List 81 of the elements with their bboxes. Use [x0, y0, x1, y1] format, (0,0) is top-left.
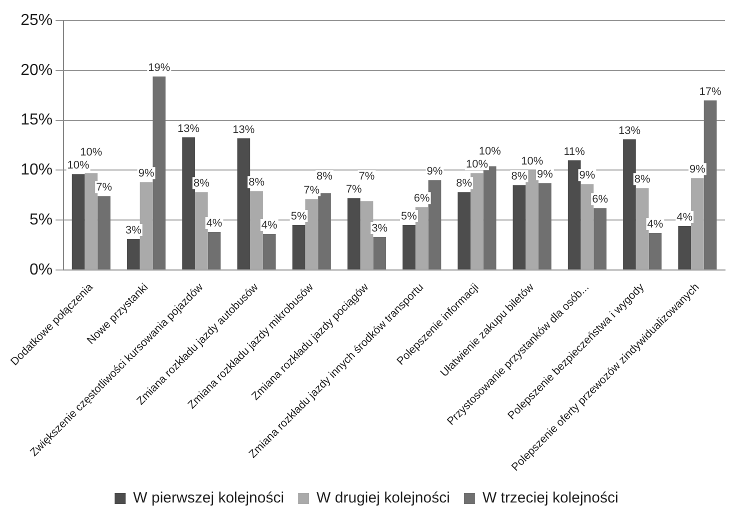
y-tick-label: 5%	[30, 211, 53, 228]
data-label: 8%	[248, 176, 265, 189]
data-label: 4%	[647, 218, 664, 231]
data-label: 13%	[178, 122, 200, 135]
data-label: 8%	[193, 178, 210, 190]
bar	[636, 188, 649, 270]
bar	[402, 225, 416, 270]
bar	[72, 174, 85, 270]
bar	[538, 183, 552, 270]
data-label: 4%	[676, 212, 693, 224]
bar	[526, 170, 539, 270]
data-label: 5%	[290, 210, 307, 223]
data-label: 10%	[67, 160, 90, 172]
y-tick-label: 25%	[20, 12, 53, 30]
bar	[292, 225, 306, 270]
bar	[347, 198, 360, 270]
y-tick-label: 15%	[20, 112, 53, 129]
data-label: 7%	[346, 184, 362, 196]
bar	[98, 196, 110, 270]
y-tick-label: 0%	[30, 261, 53, 278]
bar	[250, 191, 263, 270]
data-label: 9%	[537, 168, 554, 181]
bar	[470, 173, 484, 270]
bar	[691, 178, 704, 270]
bar	[428, 180, 442, 270]
data-label: 10%	[466, 158, 488, 171]
bar	[237, 138, 250, 270]
bar	[262, 234, 276, 270]
data-label: 10%	[478, 146, 502, 158]
bar	[483, 166, 496, 270]
data-label: 17%	[699, 86, 722, 98]
data-label: 7%	[96, 182, 112, 194]
data-label: 7%	[358, 170, 375, 183]
legend-label: W trzeciej kolejności	[482, 490, 618, 507]
bar	[208, 232, 221, 270]
bar	[704, 100, 717, 270]
data-label: 3%	[372, 222, 388, 235]
bar	[305, 199, 318, 270]
legend-label: W drugiej kolejności	[316, 490, 450, 507]
bar	[182, 137, 195, 270]
bar	[318, 193, 331, 270]
data-label: 9%	[138, 168, 154, 180]
data-label: 6%	[414, 192, 430, 205]
bar	[84, 173, 98, 270]
bar	[678, 226, 692, 270]
data-label: 3%	[125, 224, 142, 237]
bar	[623, 139, 636, 270]
data-label: 9%	[689, 164, 706, 176]
data-label: 8%	[634, 174, 650, 186]
data-label: 13%	[232, 124, 255, 136]
bar	[194, 192, 208, 270]
bar	[458, 192, 471, 270]
bar	[140, 182, 153, 270]
bar	[568, 160, 581, 270]
data-label: 8%	[316, 170, 333, 183]
data-label: 6%	[592, 194, 608, 206]
data-label: 4%	[206, 218, 222, 230]
bar	[580, 184, 594, 270]
bar	[127, 239, 140, 270]
legend-label: W pierwszej kolejności	[133, 490, 284, 507]
y-tick-label: 10%	[20, 162, 53, 179]
data-label: 4%	[261, 220, 278, 232]
data-label: 13%	[618, 124, 641, 137]
data-label: 9%	[579, 170, 596, 182]
bar	[648, 233, 662, 270]
bar	[594, 208, 607, 270]
data-label: 19%	[148, 62, 170, 74]
data-label: 8%	[511, 170, 528, 183]
data-label: 9%	[426, 166, 443, 178]
data-label: 11%	[564, 146, 586, 158]
data-label: 8%	[456, 178, 472, 190]
data-label: 10%	[521, 156, 544, 168]
bar	[360, 201, 374, 270]
bar	[512, 185, 526, 270]
data-label: 5%	[401, 210, 418, 223]
bar	[373, 237, 386, 270]
bar	[152, 76, 166, 270]
data-label: 7%	[304, 184, 320, 197]
bar	[415, 207, 428, 270]
data-label: 10%	[80, 146, 102, 159]
y-tick-label: 20%	[20, 62, 53, 79]
